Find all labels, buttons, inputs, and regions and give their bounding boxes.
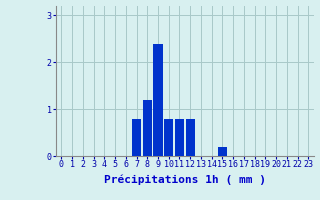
Bar [143,100,152,156]
Bar [164,118,173,156]
Bar [175,118,184,156]
Bar [153,44,163,156]
Bar [132,118,141,156]
Bar [186,118,195,156]
Bar [218,147,227,156]
X-axis label: Précipitations 1h ( mm ): Précipitations 1h ( mm ) [104,175,266,185]
